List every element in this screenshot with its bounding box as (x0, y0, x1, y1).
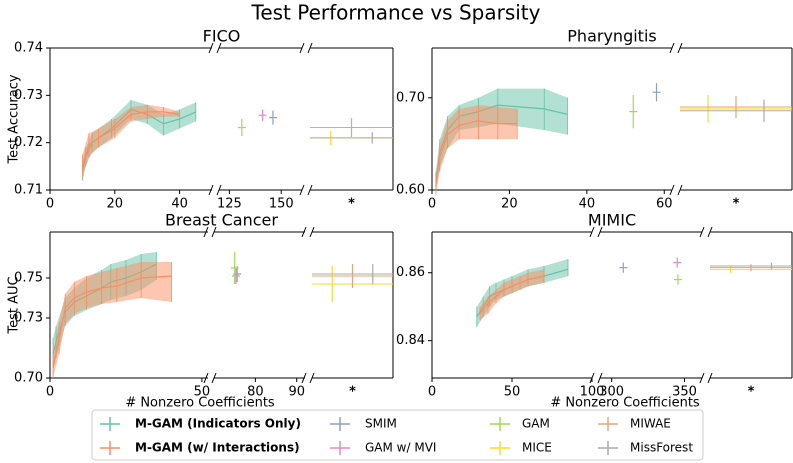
x-tick-label: * (348, 197, 355, 212)
axis-break (677, 42, 683, 54)
legend-label: M-GAM (Indicators Only) (135, 417, 301, 431)
legend-box (91, 409, 704, 461)
legend-label: GAM w/ MVI (365, 441, 436, 455)
x-tick-label: * (733, 197, 740, 212)
x-axis-label: # Nonzero Coefficients (125, 396, 275, 411)
subplot-title: Breast Cancer (165, 211, 278, 230)
axis-break (597, 372, 603, 384)
axis-break (589, 372, 595, 384)
x-tick-label: 40 (171, 197, 188, 212)
y-tick-label: 0.84 (396, 333, 425, 348)
confidence-band (53, 262, 172, 378)
axis-break (309, 226, 315, 238)
y-tick-label: 0.71 (14, 183, 43, 198)
y-tick-label: 0.74 (14, 41, 43, 56)
y-tick-label: 0.73 (14, 311, 43, 326)
axis-break (669, 42, 675, 54)
axis-break (203, 372, 209, 384)
axis-break (707, 372, 713, 384)
y-tick-label: 0.72 (14, 135, 43, 150)
x-tick-label: 40 (579, 197, 596, 212)
x-tick-label: 20 (107, 197, 124, 212)
axis-break (208, 184, 214, 196)
x-tick-label: * (349, 385, 356, 400)
x-tick-label: 90 (288, 385, 305, 400)
y-tick-label: 0.70 (396, 90, 425, 105)
axis-break (216, 184, 222, 196)
confidence-band (476, 259, 568, 328)
x-tick-label: 80 (247, 385, 264, 400)
x-axis-label: # Nonzero Coefficients (550, 396, 700, 411)
series-line (81, 111, 180, 167)
y-tick-label: 0.75 (14, 271, 43, 286)
x-tick-label: 0 (428, 385, 436, 400)
x-tick-label: 150 (269, 197, 294, 212)
x-tick-label: * (748, 385, 755, 400)
x-tick-label: 300 (599, 385, 624, 400)
legend-label: MICE (522, 441, 552, 455)
axis-break (211, 372, 217, 384)
x-tick-label: 125 (217, 197, 242, 212)
axis-break (699, 226, 705, 238)
axis-break (211, 226, 217, 238)
y-tick-label: 0.60 (396, 183, 425, 198)
subplot-title: MIMIC (588, 211, 636, 230)
series-line (479, 275, 545, 314)
x-tick-label: 50 (504, 385, 521, 400)
x-tick-label: 0 (46, 197, 54, 212)
axis-break (307, 184, 313, 196)
legend-label: SMIM (365, 417, 397, 431)
axis-break (301, 372, 307, 384)
axis-break (597, 226, 603, 238)
figure-title: Test Performance vs Sparsity (251, 1, 541, 25)
subplot-title: Pharyngitis (567, 27, 656, 46)
axis-break (299, 184, 305, 196)
axis-break (699, 372, 705, 384)
confidence-band (82, 100, 196, 181)
axis-break (707, 226, 713, 238)
x-tick-label: 60 (656, 197, 673, 212)
axis-break (677, 184, 683, 196)
axis-break (307, 42, 313, 54)
axis-break (669, 184, 675, 196)
axis-break (299, 42, 305, 54)
y-axis-label: Test Accuracy (7, 74, 22, 164)
legend-label: M-GAM (w/ Interactions) (135, 441, 300, 455)
y-tick-label: 0.70 (14, 371, 43, 386)
x-tick-label: 50 (194, 385, 211, 400)
axis-break (589, 226, 595, 238)
x-tick-label: 0 (46, 385, 54, 400)
axis-break (309, 372, 315, 384)
y-axis-label: Test AUC (7, 276, 22, 334)
axis-break (216, 42, 222, 54)
axis-break (208, 42, 214, 54)
y-tick-label: 0.86 (396, 265, 425, 280)
x-tick-label: 350 (672, 385, 697, 400)
legend-label: MIWAE (630, 417, 671, 431)
axis-break (301, 226, 307, 238)
axis-break (203, 226, 209, 238)
x-tick-label: 0 (428, 197, 436, 212)
subplot-title: FICO (203, 27, 241, 46)
legend-label: MissForest (630, 441, 693, 455)
x-tick-label: 20 (501, 197, 518, 212)
y-tick-label: 0.73 (14, 88, 43, 103)
legend-label: GAM (522, 417, 550, 431)
x-tick-label: 100 (580, 385, 605, 400)
